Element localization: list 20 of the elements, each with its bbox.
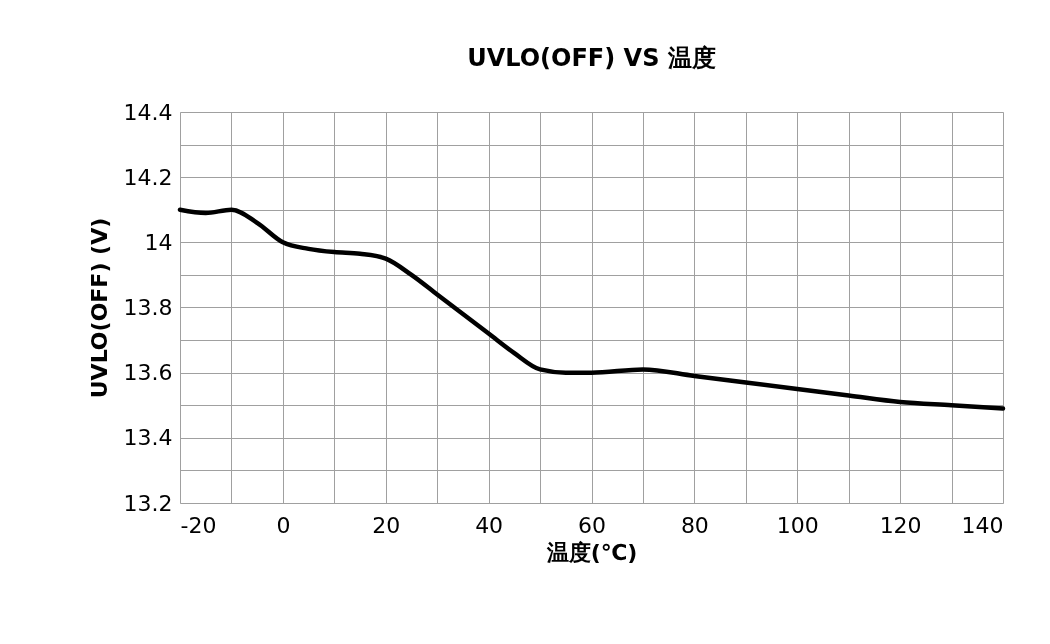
y-axis-title: UVLO(OFF) (V) — [86, 217, 112, 399]
x-tick-label: 80 — [680, 512, 709, 538]
chart-title: UVLO(OFF) VS 温度 — [467, 44, 716, 72]
y-tick-label: 13.4 — [123, 425, 173, 451]
y-tick-label: 14.2 — [123, 164, 173, 190]
y-tick-label: 14.4 — [123, 99, 173, 125]
line-series — [177, 207, 1006, 411]
x-tick-label: 20 — [372, 512, 401, 538]
y-tick-label: 13.8 — [123, 295, 173, 320]
x-tick-label: 0 — [276, 512, 291, 538]
x-axis-title: 温度(℃) — [545, 539, 638, 565]
y-tick-label: 13.2 — [123, 490, 173, 516]
x-tick-label: 40 — [475, 512, 504, 538]
y-tick-label: 14 — [144, 229, 173, 255]
x-tick-label: 140 — [961, 512, 1004, 538]
x-tick-label: 60 — [578, 512, 606, 538]
x-tick-label: -20 — [180, 512, 217, 538]
x-tick-label: 120 — [879, 512, 922, 538]
y-tick-label: 13.6 — [123, 360, 173, 386]
x-tick-label: 100 — [776, 512, 819, 538]
